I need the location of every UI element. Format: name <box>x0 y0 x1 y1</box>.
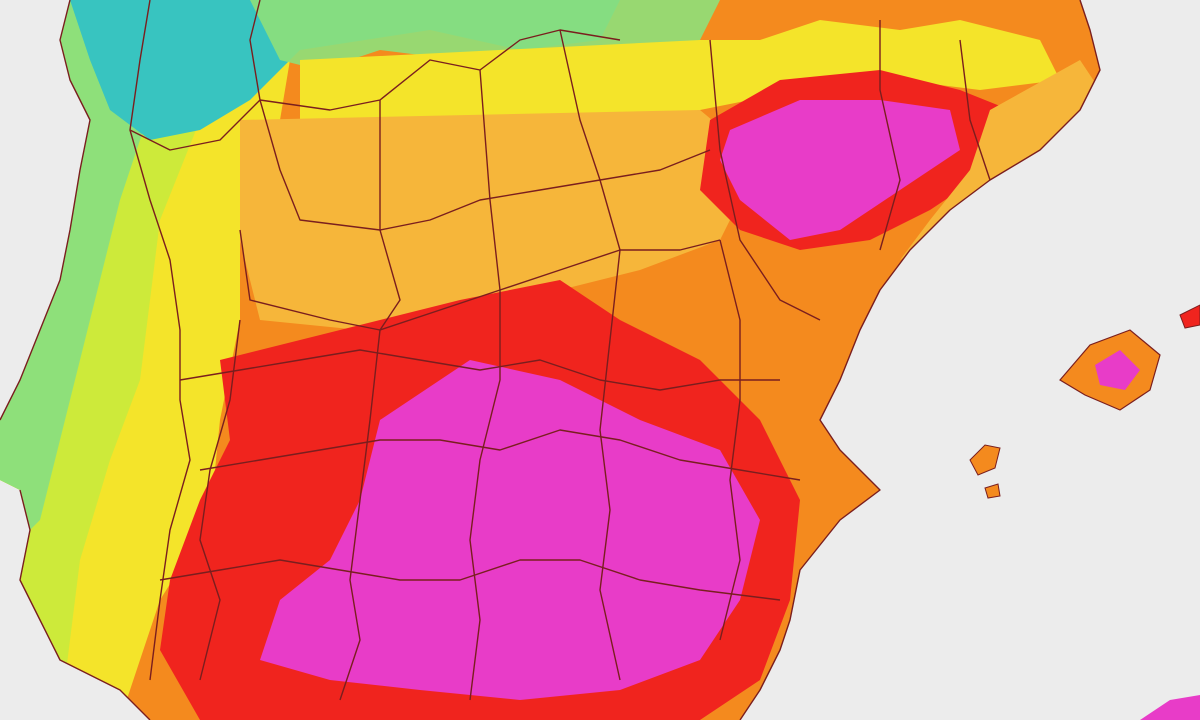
east-coast-orange <box>800 250 900 560</box>
formentera <box>984 483 1001 499</box>
border-south-2 <box>199 429 801 481</box>
border-south-vert-4 <box>599 249 621 681</box>
central-light-orange <box>240 110 760 330</box>
mallorca-magenta <box>1095 350 1140 390</box>
north-africa-corner <box>1140 695 1200 720</box>
border-castilla-north <box>259 99 711 231</box>
border-south-3 <box>159 559 781 601</box>
north-yellow-band <box>300 20 1060 130</box>
border-castilla-mid <box>239 229 721 331</box>
border-vert-2 <box>479 69 501 291</box>
border-south-1 <box>179 349 780 391</box>
border-portugal <box>129 129 191 681</box>
border-aragon <box>709 39 821 321</box>
border-south-vert-2 <box>339 329 381 701</box>
border-north <box>259 29 621 111</box>
ibiza <box>969 444 1001 476</box>
border-south-vert-3 <box>469 290 501 701</box>
border-south-vert-5 <box>719 239 741 641</box>
coastline <box>0 0 1101 720</box>
border-galicia <box>129 0 261 151</box>
menorca <box>1179 304 1200 329</box>
border-catalonia <box>879 20 901 251</box>
ebro-magenta-zone <box>720 100 960 240</box>
border-vert-1 <box>379 100 401 331</box>
balearic-islands <box>969 304 1200 499</box>
border-catalonia-2 <box>959 39 991 181</box>
border-south-vert-1 <box>199 319 241 681</box>
province-borders <box>0 0 1101 720</box>
border-vert-3 <box>559 29 621 251</box>
